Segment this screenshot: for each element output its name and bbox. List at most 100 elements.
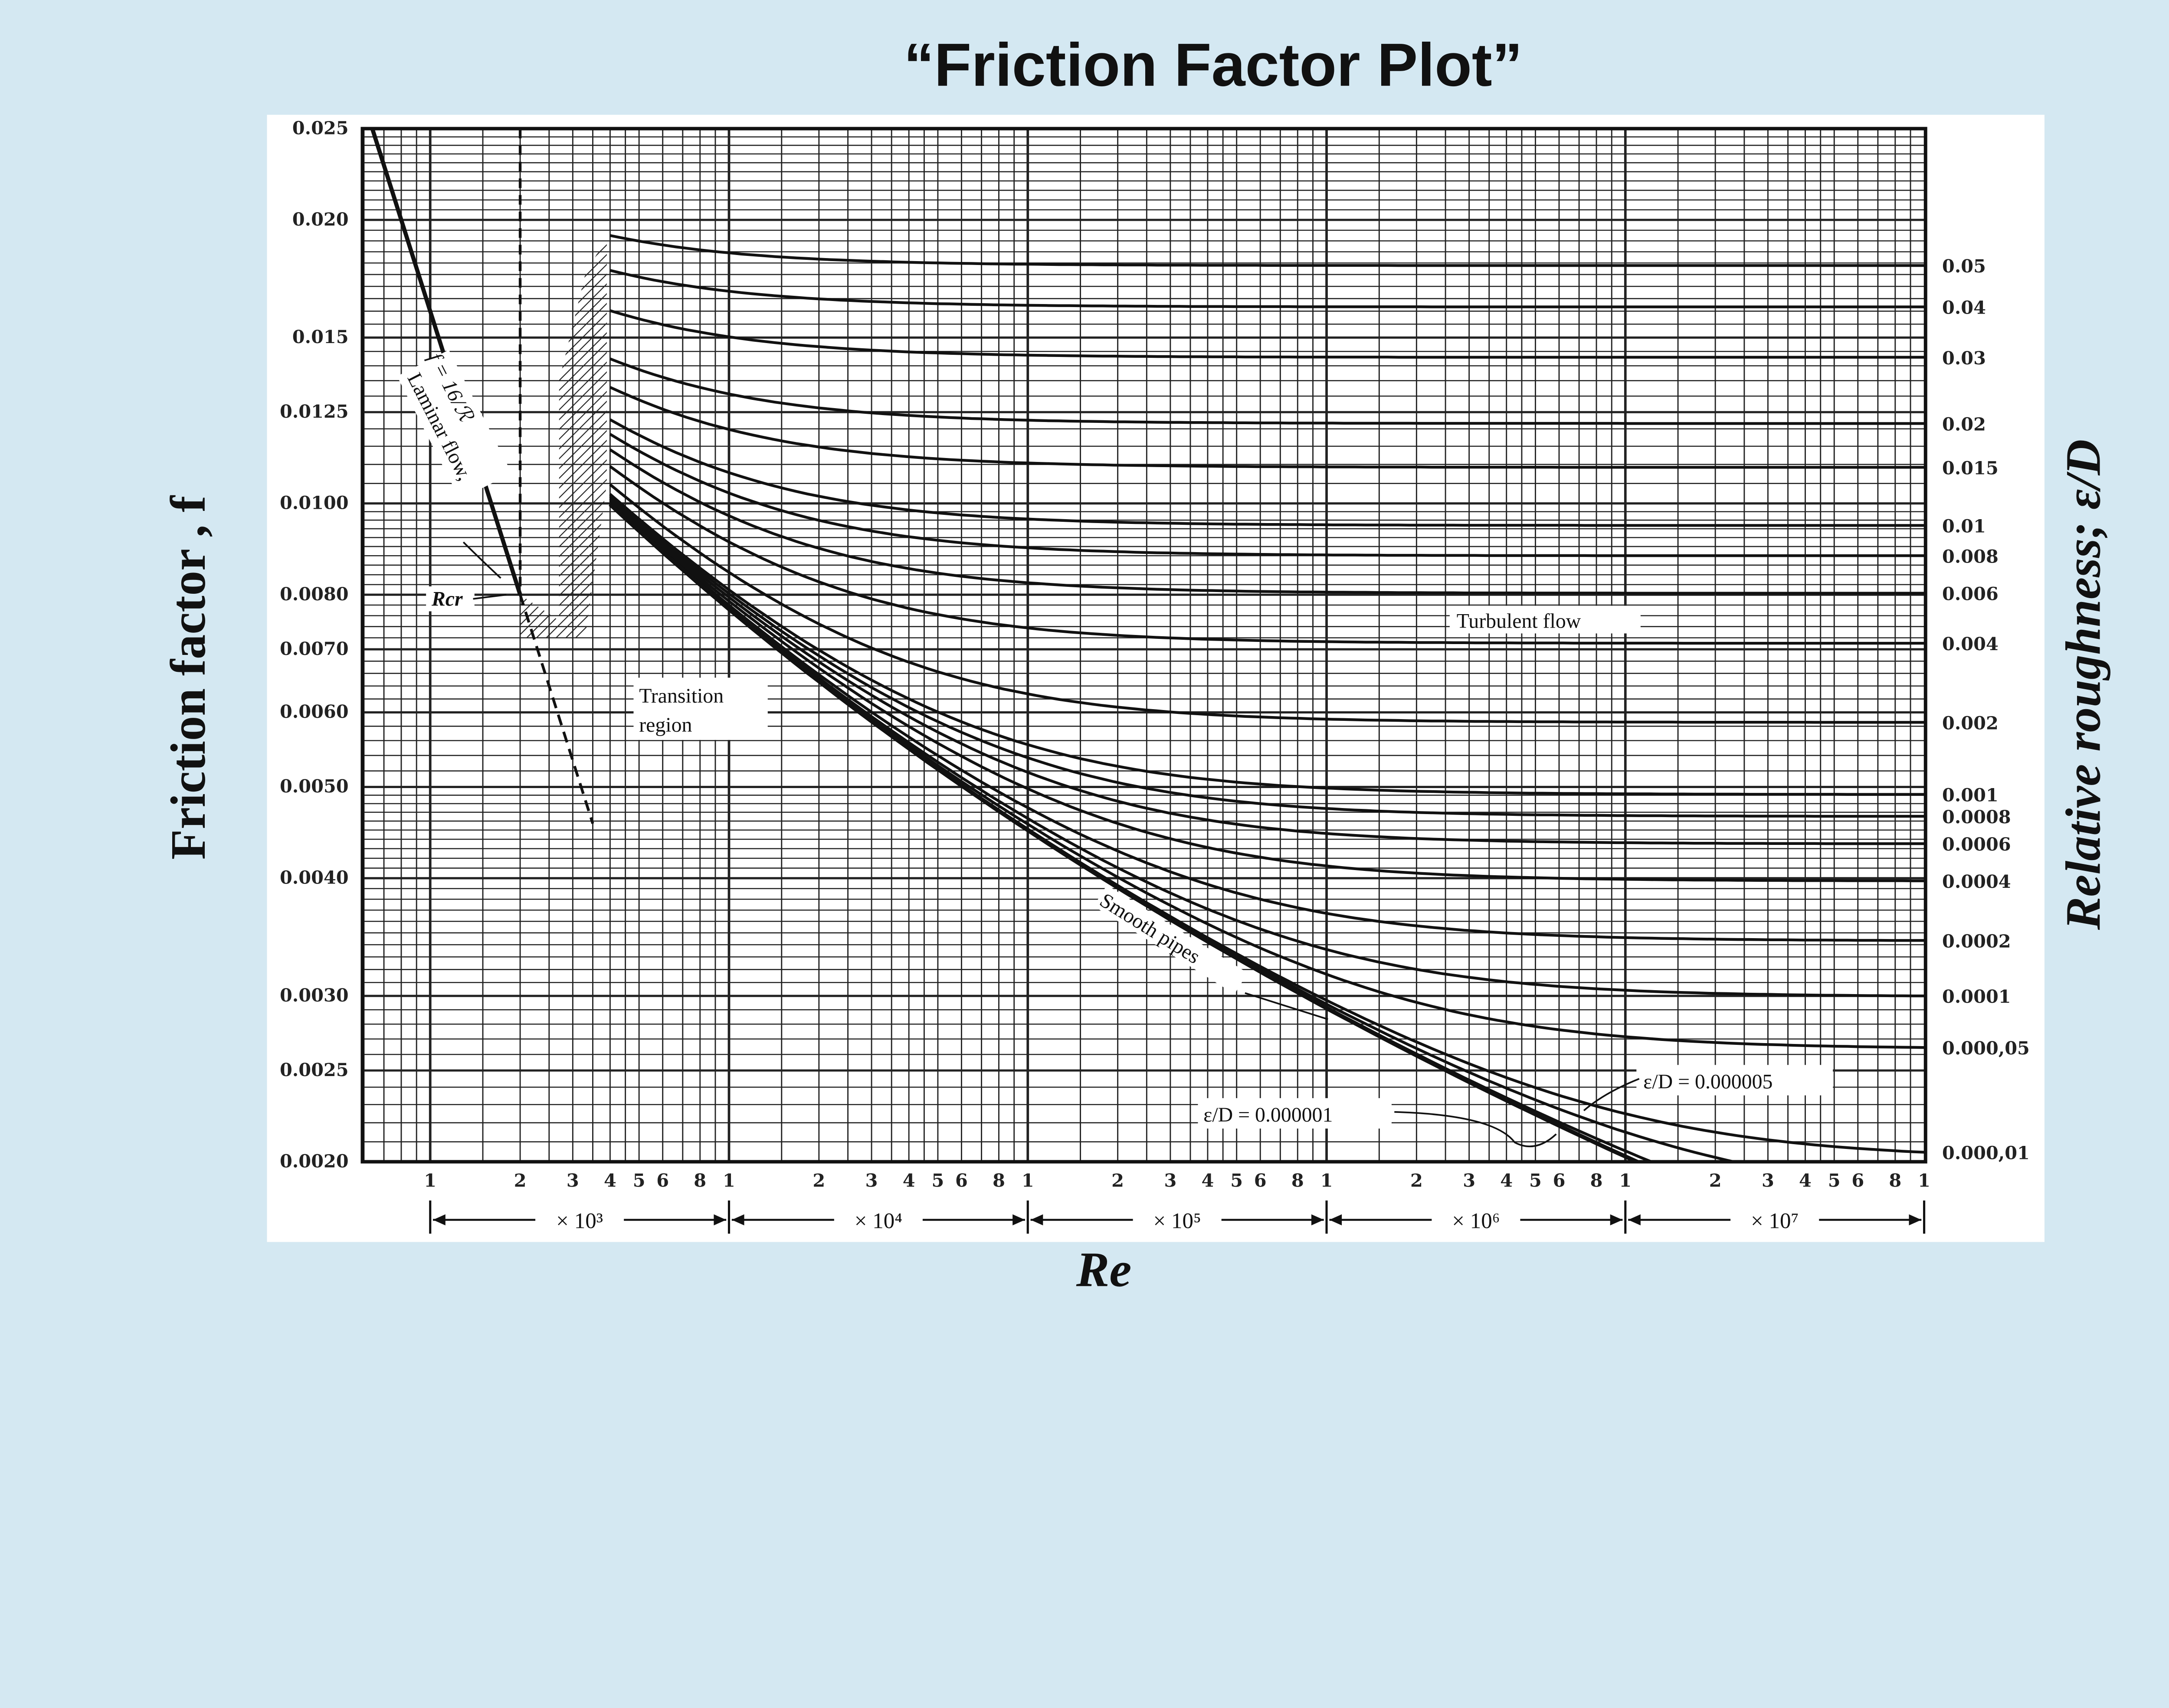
roughness-label: 0.0006 [1942,834,2011,855]
x-tick-label: 1 [424,1170,436,1191]
roughness-curve [609,234,1924,267]
roughness-label: 0.02 [1942,413,1986,435]
roughness-label: 0.01 [1942,515,1986,537]
grid [362,128,1926,1163]
x-tick-label: 1 [1918,1170,1930,1191]
x-tick-label: 4 [1799,1170,1812,1191]
transition-label: Transition [639,684,724,707]
roughness-curve [609,483,1924,724]
hatched-transition-region [520,236,607,638]
annotations: Transition region Turbulent flow Smooth … [397,349,1833,1148]
roughness-label: 0.0008 [1942,806,2011,828]
roughness-curve [609,499,1924,883]
roughness-label: 0.0001 [1942,986,2011,1007]
x-tick-label: 6 [656,1170,669,1191]
roughness-curve [609,448,1924,595]
roughness-curve [609,269,1924,308]
roughness-label: 0.006 [1942,583,1999,605]
x-tick-label: 3 [1463,1170,1475,1191]
roughness-label: 0.015 [1942,457,1999,478]
y-tick-label: 0.0050 [280,775,349,797]
x-tick-label: 5 [1230,1170,1243,1191]
roughness-curve [609,465,1924,645]
x-tick-label: 8 [993,1170,1005,1191]
curves [370,128,1924,1162]
roughness-label: 0.001 [1942,785,1999,806]
x-tick-label: 8 [1291,1170,1304,1191]
decade-label: × 10⁵ [1153,1209,1201,1234]
x-tick-label: 6 [1553,1170,1566,1191]
roughness-curve [609,433,1924,557]
y-tick-label: 0.0060 [280,701,349,722]
roughness-label: 0.0002 [1942,930,2011,952]
transition-label-2: region [639,713,692,736]
y-tick-label: 0.0025 [280,1059,349,1080]
x-tick-label: 3 [567,1170,579,1191]
roughness-label: 0.002 [1942,712,1999,733]
roughness-label: 0.008 [1942,546,1999,567]
roughness-curve [609,357,1924,425]
x-tick-label: 5 [1828,1170,1841,1191]
x-tick-label: 8 [694,1170,706,1191]
decade-label: × 10⁶ [1452,1209,1500,1234]
y-tick-label: 0.0100 [280,492,349,513]
x-tick-label: 3 [865,1170,878,1191]
x-tick-label: 3 [1164,1170,1176,1191]
roughness-curve [609,309,1924,359]
y-tick-label: 0.0030 [280,985,349,1006]
y-tick-label: 0.015 [292,326,349,347]
x-tick-label: 2 [813,1170,825,1191]
x-tick-label: 5 [931,1170,944,1191]
y-tick-label: 0.0070 [280,638,349,659]
roughness-curve [609,501,1924,942]
roughness-label: 0.004 [1942,633,1999,654]
roughness-curve [609,493,1924,796]
x-tick-label: 1 [1022,1170,1034,1191]
y-axis-label: Friction factor , f [161,495,216,860]
roughness-label: 0.0004 [1942,871,2011,892]
decade-label: × 10³ [556,1209,603,1234]
x-tick-label: 4 [1500,1170,1513,1191]
x-tick-label: 8 [1889,1170,1901,1191]
roughness-curve [609,495,1924,818]
roughness-label: 0.04 [1942,297,1986,318]
roughness-label: 0.03 [1942,347,1986,369]
y-tick-label: 0.0125 [280,401,349,422]
x-tick-label: 4 [1202,1170,1214,1191]
x-tick-label: 2 [1410,1170,1423,1191]
roughness-label: 0.000,05 [1942,1037,2030,1059]
y-tick-label: 0.025 [292,117,349,138]
y-tick-label: 0.0040 [280,867,349,888]
x-tick-label: 1 [1320,1170,1333,1191]
y-tick-label: 0.0080 [280,583,349,605]
chart-title: “Friction Factor Plot” [904,31,1522,99]
roughness-curve [609,418,1924,527]
ed-000005-label: ε/D = 0.000005 [1643,1070,1773,1093]
roughness-curve [609,502,1924,998]
x-tick-label: 8 [1590,1170,1603,1191]
y2-axis-label: Relative roughness; ε/D [2056,439,2111,930]
plot-frame [360,127,1927,1164]
x-tick-label: 2 [514,1170,527,1191]
x-tick-label: 4 [604,1170,616,1191]
x-tick-label: 6 [1254,1170,1267,1191]
x-tick-label: 1 [723,1170,735,1191]
x-axis-label: Re [1076,1242,1132,1297]
roughness-labels: 0.05 0.04 0.03 0.02 0.015 0.01 0.008 0.006 0.004… [1942,255,2030,1163]
turbulent-flow-label: Turbulent flow [1457,610,1581,633]
rcr-label: Rcr [431,588,463,611]
roughness-label: 0.05 [1942,255,1986,277]
transition-hatch [520,236,607,638]
decade-label: × 10⁷ [1751,1209,1799,1234]
y-tick-label: 0.0020 [280,1150,349,1171]
decade-label: × 10⁴ [855,1209,902,1234]
x-tick-label: 5 [1529,1170,1542,1191]
x-tick-label: 3 [1762,1170,1774,1191]
x-tick-label: 6 [1851,1170,1864,1191]
x-tick-label: 4 [903,1170,915,1191]
x-tick-label: 2 [1709,1170,1722,1191]
y-tick-label: 0.020 [292,209,349,230]
y-tick-labels: 0.025 0.020 0.015 0.0125 0.0100 0.0080 0.0070 0… [280,117,349,1171]
x-tick-label: 2 [1111,1170,1124,1191]
